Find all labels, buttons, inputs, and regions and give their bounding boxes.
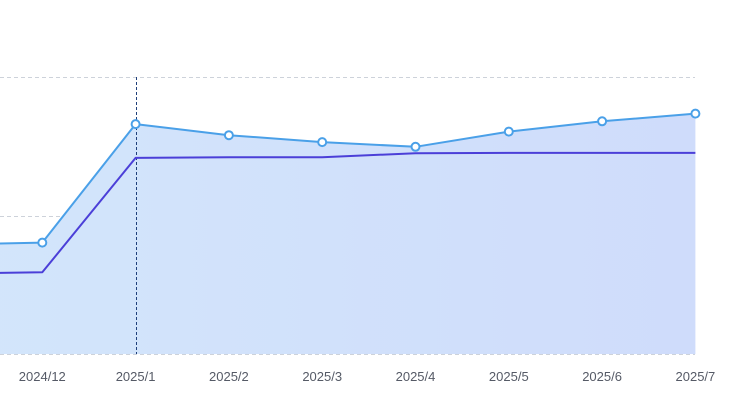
series-areas bbox=[0, 113, 696, 354]
series-0-point-2025/3 bbox=[317, 137, 328, 148]
series-markers bbox=[37, 108, 701, 248]
x-tick-label: 2025/7 bbox=[676, 369, 716, 384]
x-tick-label: 2025/5 bbox=[489, 369, 529, 384]
x-tick-label: 2025/3 bbox=[302, 369, 342, 384]
x-axis-tick-labels: 2024/12 2025/1 2025/2 2025/3 2025/4 2025/5 202… bbox=[19, 369, 715, 384]
series-0-point-2025/6 bbox=[597, 116, 608, 127]
x-tick-label: 2025/1 bbox=[116, 369, 156, 384]
series-0-area bbox=[0, 113, 696, 354]
series-0-point-2025/5 bbox=[503, 126, 514, 137]
series-0-point-2024/12 bbox=[37, 237, 48, 248]
series-0-point-2025/2 bbox=[223, 130, 234, 141]
series-0-point-2025/1 bbox=[130, 119, 141, 130]
series-1-line bbox=[0, 151, 696, 274]
series-0-point-2025/4 bbox=[410, 141, 421, 152]
x-tick-label: 2025/2 bbox=[209, 369, 249, 384]
x-tick-label: 2024/12 bbox=[19, 369, 66, 384]
x-tick-label: 2025/6 bbox=[582, 369, 622, 384]
x-tick-label: 2025/4 bbox=[396, 369, 436, 384]
series-0-point-2025/7 bbox=[690, 108, 701, 119]
